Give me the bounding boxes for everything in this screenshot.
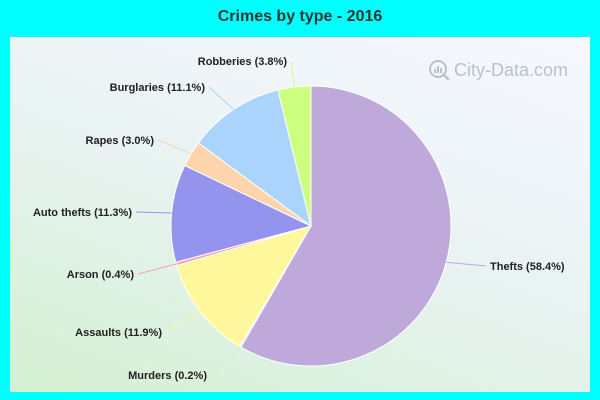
pie-slice-burglaries — [197, 89, 312, 228]
plot-area: Thefts (58.4%) Murders (0.2%) Assaults (11… — [10, 37, 590, 392]
slice-label-arson: Arson (0.4%) — [67, 269, 135, 281]
slice-label-murders: Murders (0.2%) — [128, 370, 207, 382]
leader-line-assaults — [165, 311, 201, 333]
leader-line-murders — [210, 346, 241, 376]
pie-slice-auto-thefts — [170, 164, 313, 263]
leader-line-burglaries — [208, 86, 234, 110]
chart-title: Crimes by type - 2016 — [217, 8, 383, 25]
slice-label-auto-thefts: Auto thefts (11.3%) — [33, 207, 132, 219]
pie-chart: Thefts (58.4%) Murders (0.2%) Assaults (11… — [33, 56, 565, 382]
pie-slice-robberies — [277, 85, 312, 227]
leader-line-rapes — [157, 139, 192, 155]
magnifier-chart-icon — [428, 60, 450, 81]
watermark-text: City-Data.com — [453, 59, 568, 80]
slice-label-rapes: Rapes (3.0%) — [86, 135, 155, 147]
pie-slice-thefts — [240, 85, 452, 367]
leader-line-robberies — [290, 60, 295, 88]
slice-label-burglaries: Burglaries (11.1%) — [110, 82, 206, 94]
slice-label-thefts: Thefts (58.4%) — [490, 261, 565, 273]
slice-label-robberies: Robberies (3.8%) — [198, 56, 288, 68]
watermark: City-Data.com — [428, 59, 568, 81]
slice-label-assaults: Assaults (11.9%) — [75, 327, 162, 339]
leader-line-auto-thefts — [135, 211, 172, 214]
leader-line-arson — [137, 263, 177, 275]
leader-line-thefts — [446, 261, 487, 267]
